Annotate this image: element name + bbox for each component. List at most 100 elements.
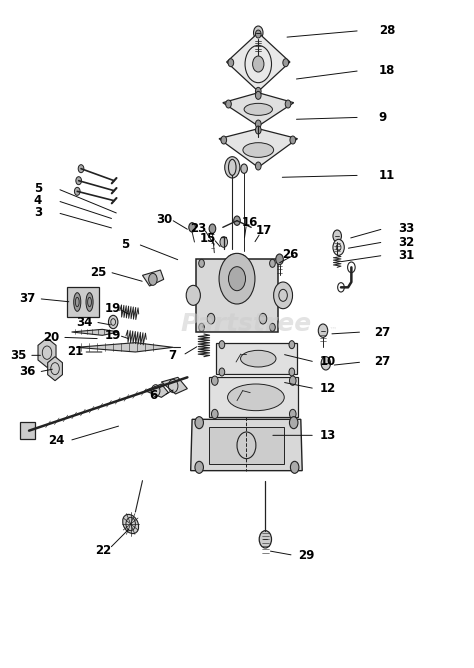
Polygon shape (223, 93, 294, 126)
Circle shape (241, 164, 247, 174)
Ellipse shape (240, 350, 276, 367)
Ellipse shape (228, 160, 236, 175)
Circle shape (234, 216, 240, 225)
Bar (67, 287, 100, 317)
Ellipse shape (243, 143, 273, 158)
Ellipse shape (244, 104, 273, 116)
Text: 7: 7 (168, 349, 177, 362)
Circle shape (76, 176, 82, 184)
Text: 25: 25 (91, 265, 107, 279)
Circle shape (255, 120, 261, 128)
Text: 11: 11 (379, 169, 395, 182)
Circle shape (259, 530, 272, 548)
Circle shape (225, 157, 240, 178)
Circle shape (255, 88, 261, 96)
Text: 34: 34 (76, 315, 93, 329)
Polygon shape (219, 129, 298, 168)
Text: 35: 35 (10, 349, 27, 362)
Circle shape (149, 273, 157, 285)
Polygon shape (38, 338, 56, 367)
Circle shape (220, 236, 228, 247)
Circle shape (199, 323, 204, 331)
Text: 4: 4 (34, 194, 42, 207)
Circle shape (291, 462, 299, 474)
Text: 30: 30 (156, 213, 173, 226)
Circle shape (195, 462, 203, 474)
Text: 5: 5 (121, 238, 129, 250)
Polygon shape (143, 270, 164, 286)
Polygon shape (161, 377, 187, 394)
Text: 5: 5 (34, 182, 42, 195)
Circle shape (318, 324, 328, 337)
Text: 13: 13 (319, 429, 336, 442)
Text: 19: 19 (105, 329, 121, 342)
Text: 17: 17 (256, 224, 272, 237)
Circle shape (255, 30, 261, 38)
Text: 26: 26 (282, 248, 298, 261)
Circle shape (78, 165, 84, 173)
Text: 16: 16 (242, 216, 258, 228)
Polygon shape (72, 329, 119, 335)
Text: 19: 19 (105, 302, 121, 315)
Circle shape (290, 417, 298, 429)
Circle shape (109, 315, 118, 329)
Circle shape (255, 92, 261, 100)
Text: 31: 31 (398, 249, 414, 262)
Circle shape (273, 282, 292, 309)
Text: 6: 6 (150, 389, 158, 402)
Circle shape (255, 126, 261, 134)
Ellipse shape (74, 293, 81, 311)
Text: 18: 18 (379, 64, 395, 77)
Ellipse shape (228, 384, 284, 411)
Polygon shape (145, 384, 168, 397)
Polygon shape (191, 420, 302, 471)
Text: 3: 3 (34, 206, 42, 219)
Text: 32: 32 (398, 236, 414, 248)
Text: 10: 10 (319, 355, 336, 369)
Bar (209, 427, 284, 464)
Circle shape (219, 253, 255, 304)
Polygon shape (227, 33, 290, 92)
Circle shape (255, 162, 261, 170)
Circle shape (253, 56, 264, 72)
Circle shape (211, 409, 218, 419)
Text: 37: 37 (19, 292, 36, 305)
Circle shape (270, 323, 275, 331)
Circle shape (74, 187, 80, 195)
Circle shape (186, 285, 201, 305)
Circle shape (211, 376, 218, 385)
Polygon shape (48, 357, 63, 381)
Circle shape (283, 59, 289, 67)
Circle shape (221, 136, 227, 144)
Circle shape (226, 100, 231, 108)
Circle shape (290, 409, 296, 419)
Ellipse shape (86, 293, 93, 311)
Circle shape (289, 368, 295, 376)
Circle shape (289, 341, 295, 349)
Circle shape (189, 222, 195, 232)
Circle shape (199, 259, 204, 267)
Text: 9: 9 (379, 111, 387, 124)
Text: 21: 21 (67, 345, 83, 359)
Text: 27: 27 (374, 355, 390, 369)
Circle shape (321, 357, 330, 370)
Text: 27: 27 (374, 325, 390, 339)
Circle shape (219, 368, 225, 376)
Text: Partstree: Partstree (181, 312, 312, 336)
Polygon shape (76, 343, 173, 352)
Text: 29: 29 (299, 549, 315, 562)
Text: 28: 28 (379, 24, 395, 37)
Circle shape (219, 341, 225, 349)
Text: 15: 15 (199, 232, 216, 245)
Text: 23: 23 (190, 222, 206, 235)
Text: 33: 33 (398, 222, 414, 235)
Polygon shape (216, 343, 298, 374)
Circle shape (254, 26, 263, 39)
Polygon shape (209, 377, 299, 418)
Text: 20: 20 (43, 331, 59, 344)
Circle shape (333, 230, 341, 242)
Circle shape (207, 313, 215, 324)
Circle shape (209, 224, 216, 233)
Polygon shape (19, 422, 35, 440)
Bar (196, 259, 278, 332)
